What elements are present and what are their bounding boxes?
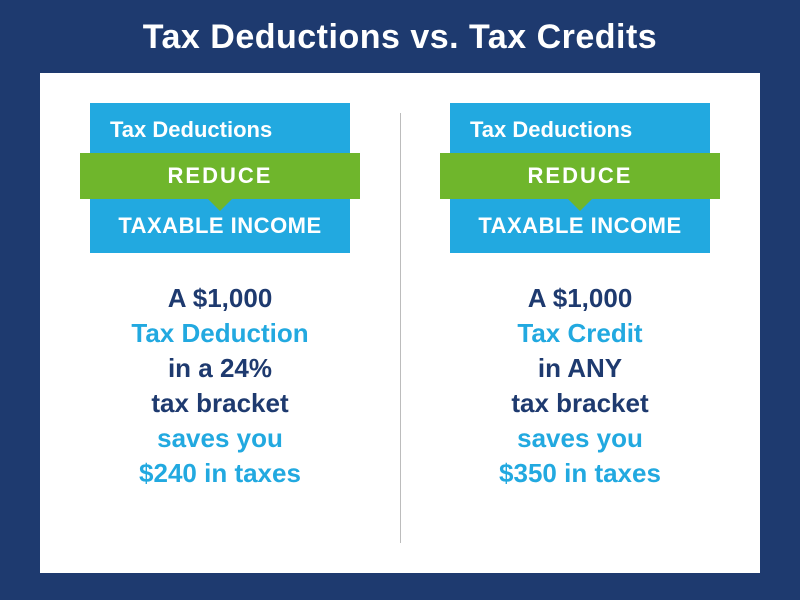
left-arrow-icon [208,199,232,211]
left-line3a: in a [168,353,220,383]
right-line1b: $1,000 [553,283,633,313]
left-card-title: Tax Deductions [90,117,272,153]
left-line5: saves you [131,421,308,456]
right-reduce-bar: REDUCE [440,153,720,199]
right-card-bottom: TAXABLE INCOME [478,213,681,239]
right-arrow-icon [568,199,592,211]
right-description: A $1,000 Tax Credit in ANY tax bracket s… [499,281,661,492]
right-card-title: Tax Deductions [450,117,632,153]
right-card: Tax Deductions REDUCE TAXABLE INCOME [450,103,710,253]
left-column: Tax Deductions REDUCE TAXABLE INCOME A $… [40,73,400,573]
left-card: Tax Deductions REDUCE TAXABLE INCOME [90,103,350,253]
right-line3a: in [538,353,567,383]
left-card-bottom: TAXABLE INCOME [118,213,321,239]
left-line1a: A [168,283,193,313]
right-line1a: A [528,283,553,313]
left-line1b: $1,000 [193,283,273,313]
content-panel: Tax Deductions REDUCE TAXABLE INCOME A $… [40,73,760,573]
left-line3b: 24% [220,353,272,383]
right-line4: tax bracket [499,386,661,421]
left-line4: tax bracket [131,386,308,421]
right-line6: $350 in taxes [499,456,661,491]
left-description: A $1,000 Tax Deduction in a 24% tax brac… [131,281,308,492]
right-column: Tax Deductions REDUCE TAXABLE INCOME A $… [400,73,760,573]
right-line3b: ANY [567,353,622,383]
right-line5: saves you [499,421,661,456]
main-title: Tax Deductions vs. Tax Credits [143,0,657,73]
right-line2: Tax Credit [499,316,661,351]
left-reduce-bar: REDUCE [80,153,360,199]
infographic-root: Tax Deductions vs. Tax Credits Tax Deduc… [0,0,800,600]
column-divider [400,113,401,543]
left-line6: $240 in taxes [131,456,308,491]
left-line2: Tax Deduction [131,316,308,351]
